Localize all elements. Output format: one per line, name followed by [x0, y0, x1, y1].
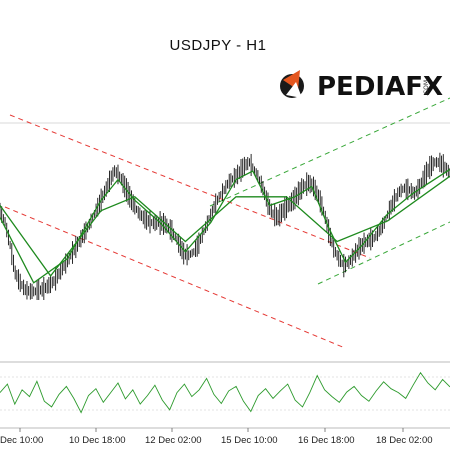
ma-fast-line	[0, 168, 450, 284]
moving-averages	[0, 168, 450, 284]
time-tick-label: Dec 10:00	[0, 435, 43, 446]
oscillator-panel	[0, 371, 450, 414]
pediafx-logo: PEDIAFX .COM	[280, 70, 443, 102]
logo-text: PEDIAFX	[317, 72, 443, 102]
oscillator-line	[0, 371, 450, 414]
time-tick-label: 18 Dec 02:00	[376, 435, 433, 446]
time-tick-label: 15 Dec 10:00	[221, 435, 278, 446]
down-channel-upper	[9, 114, 371, 259]
price-series	[0, 152, 450, 300]
trend-channels	[4, 97, 450, 349]
time-tick-label: 10 Dec 18:00	[69, 435, 126, 446]
down-channel-lower	[4, 206, 346, 349]
time-axis-ticks: Dec 10:00 10 Dec 18:00 12 Dec 02:00 15 Dec …	[0, 428, 433, 446]
time-tick-label: 16 Dec 18:00	[298, 435, 355, 446]
logo-shard-icon	[286, 82, 302, 98]
up-channel-upper	[209, 97, 450, 207]
time-tick-label: 12 Dec 02:00	[145, 435, 202, 446]
up-channel-lower	[317, 221, 450, 285]
logo-suffix: .COM	[423, 80, 430, 96]
chart-title: USDJPY - H1	[170, 37, 267, 54]
